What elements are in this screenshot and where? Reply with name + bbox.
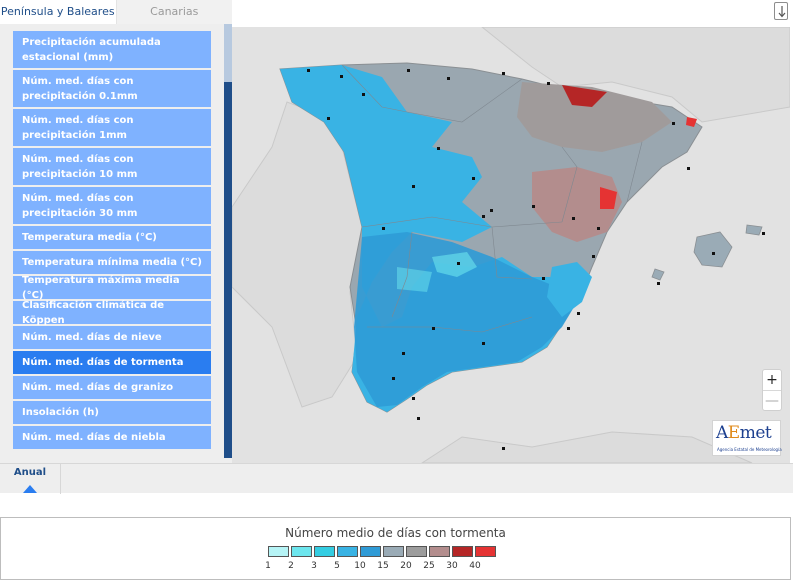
menu-item[interactable]: Núm. med. días de tormenta bbox=[13, 351, 211, 374]
legend-tick-label: 1 bbox=[265, 561, 271, 571]
menu-item[interactable]: Núm. med. días de nieve bbox=[13, 326, 211, 349]
zone-red-catalonia bbox=[686, 117, 697, 127]
legend-swatch bbox=[291, 546, 312, 557]
logo-subtitle: Agencia Estatal de Meteorología bbox=[717, 447, 782, 452]
legend-tick-label: 5 bbox=[334, 561, 340, 571]
legend-ticks: 1 2 3 5 10 15 20 25 30 40 bbox=[1, 561, 790, 573]
logo-brand: AEmet bbox=[716, 423, 772, 443]
legend-swatch bbox=[475, 546, 496, 557]
variable-sidebar: Precipitación acumulada estacional (mm) N… bbox=[0, 24, 232, 463]
region-boundaries bbox=[341, 64, 643, 333]
legend-tick-label: 2 bbox=[288, 561, 294, 571]
legend-swatch bbox=[360, 546, 381, 557]
menu-item[interactable]: Insolación (h) bbox=[13, 401, 211, 424]
legend-swatch bbox=[452, 546, 473, 557]
period-bar: Anual bbox=[0, 463, 793, 494]
baleares-menorca bbox=[745, 224, 763, 236]
tab-peninsula[interactable]: Península y Baleares bbox=[0, 0, 117, 24]
zoom-out-button[interactable]: — bbox=[763, 390, 781, 410]
legend-swatch bbox=[314, 546, 335, 557]
legend-title: Número medio de días con tormenta bbox=[285, 526, 506, 540]
legend-swatch bbox=[337, 546, 358, 557]
zone-red-east bbox=[600, 187, 617, 209]
portugal-land bbox=[232, 101, 363, 408]
baleares-mallorca bbox=[693, 231, 733, 268]
legend-tick-label: 20 bbox=[400, 561, 412, 571]
tab-canarias[interactable]: Canarias bbox=[116, 0, 232, 24]
caret-up-icon bbox=[23, 485, 37, 493]
zone-brown-ne bbox=[517, 82, 672, 152]
menu-item[interactable]: Temperatura media (°C) bbox=[13, 226, 211, 249]
legend-tick-label: 15 bbox=[377, 561, 389, 571]
zoom-control: + — bbox=[762, 369, 782, 411]
africa-land bbox=[421, 431, 753, 463]
legend-tick-label: 40 bbox=[469, 561, 481, 571]
menu-item[interactable]: Núm. med. días de granizo bbox=[13, 376, 211, 399]
menu-item[interactable]: Temperatura mínima media (°C) bbox=[13, 251, 211, 274]
period-tab-anual[interactable]: Anual bbox=[0, 464, 61, 494]
menu-item[interactable]: Núm. med. días con precipitación 30 mm bbox=[13, 187, 211, 224]
scrollbar-track[interactable] bbox=[224, 24, 232, 458]
legend-swatch bbox=[383, 546, 404, 557]
menu-item[interactable]: Núm. med. días con precipitación 0.1mm bbox=[13, 70, 211, 107]
zone-lightblue-2 bbox=[397, 267, 432, 292]
map-legend: Número medio de días con tormenta 1 2 3 5 10… bbox=[0, 517, 791, 580]
legend-swatch bbox=[429, 546, 450, 557]
download-icon bbox=[778, 6, 786, 18]
zone-red-ne bbox=[562, 85, 607, 107]
spain-map bbox=[232, 27, 790, 463]
legend-tick-label: 10 bbox=[354, 561, 366, 571]
menu-item[interactable]: Núm. med. días de niebla bbox=[13, 426, 211, 449]
zone-blue-east bbox=[547, 262, 592, 317]
legend-swatch bbox=[406, 546, 427, 557]
download-button[interactable] bbox=[774, 2, 788, 20]
menu-item[interactable]: Temperatura máxima media (°C) bbox=[13, 275, 211, 301]
region-tabs: Península y Baleares Canarias bbox=[0, 0, 232, 24]
period-tab-label: Anual bbox=[13, 467, 47, 478]
legend-swatches bbox=[268, 546, 498, 557]
aemet-logo: AEmet Agencia Estatal de Meteorología bbox=[712, 420, 782, 456]
menu-item[interactable]: Precipitación acumulada estacional (mm) bbox=[13, 31, 211, 68]
france-land bbox=[481, 27, 790, 123]
map-canvas[interactable] bbox=[232, 27, 790, 463]
legend-tick-label: 25 bbox=[423, 561, 435, 571]
menu-item[interactable]: Núm. med. días con precipitación 10 mm bbox=[13, 148, 211, 185]
menu-item[interactable]: Clasificación climática de Köppen bbox=[13, 300, 211, 326]
menu-item[interactable]: Núm. med. días con precipitación 1mm bbox=[13, 109, 211, 146]
zone-brown-east bbox=[532, 167, 622, 242]
zone-lightblue-1 bbox=[432, 252, 477, 277]
legend-swatch bbox=[268, 546, 289, 557]
variable-menu: Precipitación acumulada estacional (mm) N… bbox=[13, 31, 211, 451]
baleares-ibiza bbox=[651, 268, 665, 281]
legend-tick-label: 30 bbox=[446, 561, 458, 571]
station-markers bbox=[307, 69, 765, 450]
legend-tick-label: 3 bbox=[311, 561, 317, 571]
scrollbar-thumb[interactable] bbox=[224, 24, 232, 82]
zoom-in-button[interactable]: + bbox=[766, 372, 778, 388]
